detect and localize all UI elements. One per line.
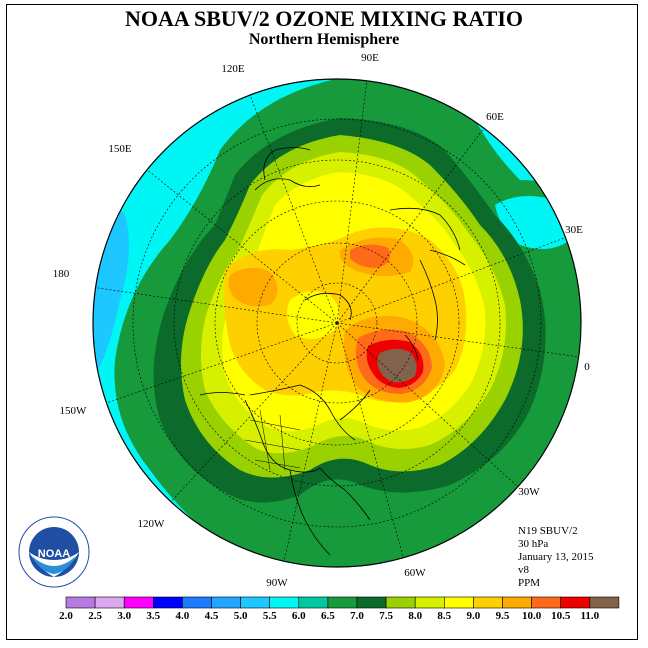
- colorbar-swatch: [240, 596, 271, 609]
- page-title: NOAA SBUV/2 OZONE MIXING RATIO: [124, 6, 524, 31]
- lon-label-180: 180: [53, 268, 70, 280]
- colorbar-swatch: [589, 596, 620, 609]
- lon-label-120e: 120E: [221, 63, 245, 75]
- version-label: v8: [518, 564, 529, 576]
- colorbar-swatch: [182, 596, 212, 609]
- colorbar-swatch: [298, 596, 329, 609]
- colorbar-swatch: [414, 596, 445, 609]
- contour-11.0-band: [377, 348, 417, 383]
- lon-label-0: 0: [584, 361, 590, 373]
- lon-label-120w: 120W: [138, 518, 166, 530]
- colorbar-tick-label: 9.0: [467, 610, 481, 622]
- colorbar-swatch: [65, 596, 96, 609]
- plot-frame: [6, 4, 638, 640]
- colorbar-tick-label: 5.5: [263, 610, 277, 622]
- colorbar-tick-label: 10.0: [522, 610, 542, 622]
- colorbar-tick-label: 8.0: [408, 610, 422, 622]
- contour-8.5-pocket: [286, 291, 339, 339]
- colorbar-swatch: [153, 596, 183, 609]
- colorbar-swatch: [531, 596, 561, 609]
- satellite-label: N19 SBUV/2: [518, 525, 578, 537]
- lon-label-30e: 30E: [565, 224, 583, 236]
- colorbar-tick-label: 3.0: [117, 610, 131, 622]
- latitude-circles: [132, 118, 542, 528]
- logo-text: NOAA: [38, 548, 70, 560]
- contour-9.5-patch-west: [228, 267, 278, 307]
- colorbar-swatch: [269, 596, 300, 609]
- colorbar-tick-label: 9.5: [496, 610, 510, 622]
- ozone-contour-field: [93, 79, 581, 567]
- colorbar-tick-label: 7.5: [379, 610, 393, 622]
- colorbar-tick-label: 2.5: [88, 610, 102, 622]
- noaa-logo: NOAA: [18, 516, 90, 588]
- lon-label-150e: 150E: [108, 143, 132, 155]
- contour-5.5-band: [93, 199, 129, 380]
- colorbar-swatch: [473, 596, 503, 609]
- colorbar-tick-label: 4.0: [176, 610, 190, 622]
- date-label: January 13, 2015: [518, 551, 594, 563]
- colorbar-swatch: [560, 596, 591, 609]
- contour-10.0-patch-north: [350, 244, 391, 268]
- lon-label-150w: 150W: [60, 405, 88, 417]
- info-block: N19 SBUV/2 30 hPa January 13, 2015 v8 PP…: [518, 525, 593, 590]
- state-boundaries: [244, 409, 301, 471]
- colorbar-swatch: [123, 596, 154, 609]
- colorbar-tick-label: 8.5: [437, 610, 451, 622]
- coastlines: [199, 147, 466, 556]
- units-label: PPM: [518, 577, 541, 589]
- colorbar-tick-label: 5.0: [234, 610, 248, 622]
- colorbar-tick-label: 4.5: [205, 610, 219, 622]
- contour-6.0-patch: [495, 196, 571, 249]
- longitude-labels: 90E 60E 120E 150E 30E 180 0 150W 30W 120…: [53, 52, 591, 589]
- colorbar-swatch: [502, 596, 532, 609]
- colorbar-tick-label: 6.0: [292, 610, 306, 622]
- lon-label-90e: 90E: [361, 52, 379, 64]
- colorbar-swatch: [211, 596, 241, 609]
- colorbar-swatch: [385, 596, 416, 609]
- colorbar-tick-label: 3.5: [146, 610, 160, 622]
- colorbar-tick-label: 7.0: [350, 610, 364, 622]
- colorbar-swatch: [327, 596, 358, 609]
- lon-label-60e: 60E: [486, 111, 504, 123]
- colorbar-tick-label: 11.0: [580, 610, 599, 622]
- page-subtitle: Northern Hemisphere: [248, 31, 400, 48]
- colorbar-tick-label: 6.5: [321, 610, 335, 622]
- colorbar-swatch: [94, 596, 125, 609]
- colorbar-swatch: [356, 596, 387, 609]
- colorbar-swatch: [443, 596, 474, 609]
- colorbar-tick-label: 2.0: [59, 610, 73, 622]
- colorbar: 2.0 2.5 3.0 3.5 4.0 4.5 5.0 5.5 6.0 6.5 7.0 7.5 8.0 8…: [59, 596, 620, 622]
- lon-label-90w: 90W: [266, 577, 288, 589]
- map-boundary-circle: [92, 78, 582, 568]
- meridians: [93, 79, 581, 567]
- lon-label-60w: 60W: [404, 567, 426, 579]
- lon-label-30w: 30W: [518, 486, 540, 498]
- pressure-label: 30 hPa: [518, 538, 549, 550]
- colorbar-tick-label: 10.5: [551, 610, 571, 622]
